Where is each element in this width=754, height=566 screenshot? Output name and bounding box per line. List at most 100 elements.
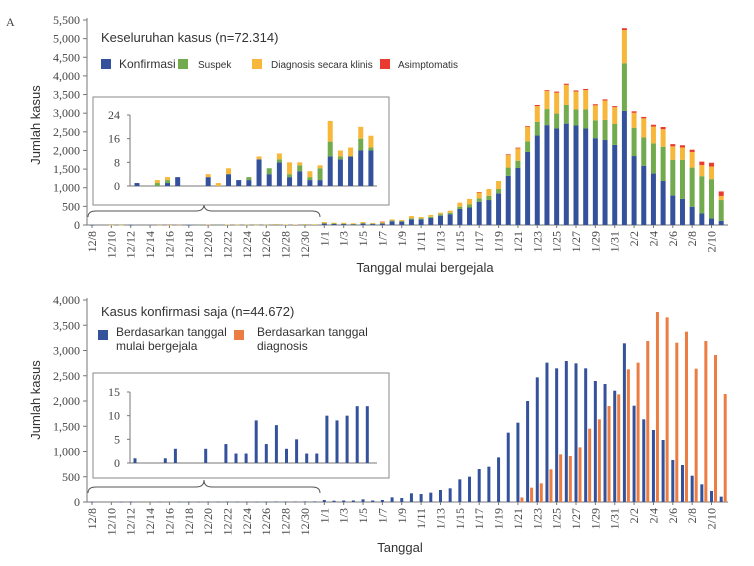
inset-bar-segment <box>276 159 282 163</box>
bar-segment-suspek <box>525 141 531 152</box>
inset-bar-segment <box>165 177 171 181</box>
inset-frame <box>92 96 390 206</box>
bar-segment-diagnosis-secara-klinis <box>718 195 724 201</box>
bar-segment-konfirmasi <box>679 198 685 225</box>
inset-bar-onset <box>305 453 309 463</box>
inset-bar-segment <box>276 153 282 160</box>
bar-onset-date <box>497 457 501 502</box>
x-tick-label: 12/18 <box>182 231 196 258</box>
bar-segment-konfirmasi <box>496 193 502 225</box>
bar-diagnosis-date <box>520 497 524 502</box>
x-tick-label: 1/29 <box>588 508 602 529</box>
legend-label: Diagnosis secara klinis <box>271 60 373 71</box>
x-tick-label: 12/30 <box>298 231 312 258</box>
bar-segment-diagnosis-secara-klinis <box>709 166 715 180</box>
bar-segment-asimptomatis <box>534 104 540 107</box>
inset-bar-segment <box>368 150 374 186</box>
bar-segment-suspek <box>379 223 385 224</box>
y-tick-label: 500 <box>62 470 80 484</box>
x-tick-label: 1/21 <box>511 508 525 529</box>
bar-diagnosis-date <box>665 317 669 502</box>
x-tick-label: 2/6 <box>666 508 680 523</box>
bar-diagnosis-date <box>636 362 640 502</box>
bar-segment-suspek <box>718 200 724 221</box>
legend-label-line1: Berdasarkan tanggal <box>257 325 368 339</box>
bar-onset-date <box>177 501 181 503</box>
bar-diagnosis-date <box>655 312 659 502</box>
bar-segment-suspek <box>360 223 366 224</box>
bar-segment-asimptomatis <box>505 154 511 156</box>
bar-segment-diagnosis-secara-klinis <box>292 224 298 226</box>
bar-segment-konfirmasi <box>544 125 550 225</box>
inset-bar-segment <box>154 183 160 186</box>
y-tick-label: 3,500 <box>53 318 80 332</box>
x-tick-label: 1/11 <box>414 508 428 529</box>
x-tick-label: 12/10 <box>104 508 118 535</box>
bar-onset-date <box>206 501 210 503</box>
bar-segment-konfirmasi <box>379 223 385 225</box>
bar-segment-diagnosis-secara-klinis <box>467 198 473 205</box>
bar-segment-suspek <box>273 224 279 225</box>
inset-bar-segment <box>337 159 343 186</box>
bar-segment-suspek <box>447 212 453 215</box>
bar-segment-konfirmasi <box>689 206 695 225</box>
bar-segment-diagnosis-secara-klinis <box>525 126 531 142</box>
inset-bar-segment <box>358 138 364 151</box>
bar-segment-diagnosis-secara-klinis <box>225 224 231 226</box>
bar-onset-date <box>700 484 704 502</box>
legend-label-line1: Berdasarkan tanggal <box>116 325 227 339</box>
bar-onset-date <box>584 368 588 502</box>
bar-diagnosis-date <box>568 455 572 502</box>
bar-segment-suspek <box>215 224 221 226</box>
inset-bar-onset <box>163 458 167 463</box>
bar-segment-diagnosis-secara-klinis <box>312 224 318 225</box>
x-tick-label: 1/19 <box>492 508 506 529</box>
bar-segment-asimptomatis <box>631 111 637 113</box>
bar-segment-diagnosis-secara-klinis <box>157 224 163 226</box>
inset-y-tick-label: 15 <box>108 385 120 399</box>
bar-segment-suspek <box>418 218 424 220</box>
bar-segment-diagnosis-secara-klinis <box>418 216 424 219</box>
x-tick-label: 1/3 <box>337 231 351 246</box>
bar-segment-diagnosis-secara-klinis <box>166 224 172 226</box>
bar-segment-diagnosis-secara-klinis <box>263 224 269 226</box>
inset-bar-segment <box>236 180 242 186</box>
inset-bar-segment <box>358 126 364 139</box>
inset-y-tick-label: 16 <box>108 132 120 146</box>
inset-bar-segment <box>317 180 323 186</box>
bar-onset-date <box>448 488 452 502</box>
x-tick-label: 1/23 <box>530 508 544 529</box>
bar-diagnosis-date <box>714 354 718 502</box>
x-tick-label: 12/30 <box>298 508 312 535</box>
bar-onset-date <box>400 498 404 502</box>
bar-segment-diagnosis-secara-klinis <box>612 107 618 124</box>
x-tick-label: 1/23 <box>530 231 544 252</box>
inset-bar-onset <box>325 415 329 463</box>
y-tick-label: 2,000 <box>53 394 80 408</box>
bar-segment-konfirmasi <box>186 224 192 226</box>
bar-segment-konfirmasi <box>331 223 337 225</box>
bar-onset-date <box>526 401 530 502</box>
bar-segment-konfirmasi <box>631 156 637 225</box>
bar-onset-date <box>264 501 268 503</box>
bar-segment-diagnosis-secara-klinis <box>573 91 579 110</box>
bar-segment-diagnosis-secara-klinis <box>650 126 656 144</box>
x-tick-label: 1/21 <box>511 231 525 252</box>
x-tick-label: 12/8 <box>85 231 99 252</box>
bar-diagnosis-date <box>617 394 621 502</box>
inset-bar-segment <box>215 183 221 186</box>
bar-onset-date <box>235 501 239 503</box>
x-tick-label: 12/12 <box>124 231 138 258</box>
bar-onset-date <box>187 501 191 503</box>
bar-segment-suspek <box>660 146 666 182</box>
y-tick-label: 5,500 <box>53 13 80 27</box>
bar-segment-konfirmasi <box>428 217 434 225</box>
bar-segment-diagnosis-secara-klinis <box>370 222 376 224</box>
bar-diagnosis-date <box>607 405 611 502</box>
bar-segment-konfirmasi <box>621 110 627 225</box>
bar-segment-konfirmasi <box>399 221 405 225</box>
y-tick-label: 2,500 <box>53 369 80 383</box>
bar-segment-konfirmasi <box>447 214 453 225</box>
x-tick-label: 1/1 <box>317 231 331 246</box>
bar-onset-date <box>158 501 162 503</box>
